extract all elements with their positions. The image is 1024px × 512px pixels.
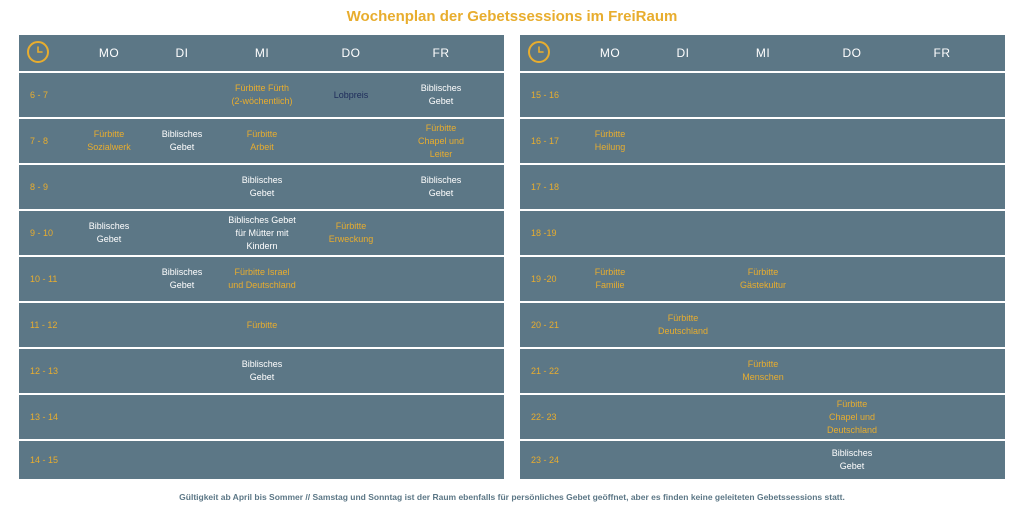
day-header-fr: FR [432,46,450,60]
day-header-di: DI [175,46,189,60]
time-slot-row: 20 - 21 Fürbitte Deutschland [520,303,1005,349]
session-entry: Fürbitte Deutschland [657,313,709,336]
time-slot-row: 10 - 11 Biblisches Gebet Fürbitte Israel u… [19,257,504,303]
day-header-fr: FR [933,46,951,60]
day-header-do: DO [341,46,361,60]
time-label: 17 - 18 [531,182,560,192]
session-entry: Biblisches Gebet [831,448,873,471]
day-header-mo: MO [599,46,621,60]
session-entry: Fürbitte Erweckung [328,221,374,244]
time-label: 13 - 14 [30,412,59,422]
day-header-mo: MO [98,46,120,60]
time-label: 11 - 12 [30,320,58,330]
time-slot-row: 17 - 18 [520,165,1005,211]
clock-icon [528,41,550,63]
time-slot-row: 16 - 17 Fürbitte Heilung [520,119,1005,165]
session-entry: Fürbitte Familie [594,267,626,290]
day-header-do: DO [842,46,862,60]
session-entry: Fürbitte [246,319,278,330]
session-entry: Biblisches Gebet [241,359,283,382]
time-slot-row: 15 - 16 [520,73,1005,119]
session-entry: Fürbitte Fürth (2-wöchentlich) [231,83,293,106]
time-label: 8 - 9 [30,182,49,192]
time-slot-row: 6 - 7 Fürbitte Fürth (2-wöchentlich) Lobpr… [19,73,504,119]
time-label: 15 - 16 [531,90,560,100]
time-slot-row: 12 - 13 Biblisches Gebet [19,349,504,395]
time-label: 19 -20 [531,274,557,284]
time-label: 22- 23 [531,412,557,422]
session-entry: Lobpreis [333,89,369,100]
time-label: 14 - 15 [30,455,59,465]
time-label: 16 - 17 [531,136,560,146]
schedule-left: MO DI MI DO FR 6 - 7 Fürbitte Fürth (2-wöchent… [19,35,504,481]
time-label: 12 - 13 [30,366,59,376]
session-entry: Fürbitte Heilung [594,129,626,152]
day-header-mi: MI [254,46,270,60]
session-entry: Biblisches Gebet [241,175,283,198]
time-label: 18 -19 [531,228,557,238]
time-label: 21 - 22 [531,366,560,376]
time-slot-row: 13 - 14 [19,395,504,441]
session-entry: Fürbitte Arbeit [246,129,278,152]
time-label: 7 - 8 [30,136,49,146]
session-entry: Biblisches Gebet [161,267,203,290]
time-label: 23 - 24 [531,455,560,465]
schedule-right: MO DI MI DO FR 15 - 16 16 - 17 Fürbitte Heilung… [520,35,1005,481]
session-entry: Fürbitte Menschen [742,359,784,382]
time-slot-row: 22- 23 Fürbitte Chapel und Deutschland [520,395,1005,441]
clock-icon [27,41,49,63]
header-row: MO DI MI DO FR [520,35,1005,73]
session-entry: Biblisches Gebet [420,175,462,198]
time-slot-row: 7 - 8 Fürbitte Sozialwerk Biblisches Gebet… [19,119,504,165]
page-title: Wochenplan der Gebetssessions im FreiRau… [346,8,678,25]
day-header-mi: MI [755,46,771,60]
session-entry: Biblisches Gebet [420,83,462,106]
time-slot-row: 9 - 10 Biblisches Gebet Biblisches Gebet f… [19,211,504,257]
time-slot-row: 14 - 15 [19,441,504,481]
session-entry: Fürbitte Israel und Deutschland [228,267,296,290]
time-label: 10 - 11 [30,274,58,284]
header-row: MO DI MI DO FR [19,35,504,73]
session-entry: Biblisches Gebet [88,221,130,244]
session-entry: Fürbitte Gästekultur [739,267,787,290]
session-entry: Fürbitte Sozialwerk [87,129,131,152]
time-slot-row: 21 - 22 Fürbitte Menschen [520,349,1005,395]
time-slot-row: 8 - 9 Biblisches Gebet Biblisches Gebet [19,165,504,211]
session-entry: Biblisches Gebet [161,129,203,152]
time-slot-row: 11 - 12 Fürbitte [19,303,504,349]
footnote: Gültigkeit ab April bis Sommer // Samsta… [179,492,845,502]
time-slot-row: 18 -19 [520,211,1005,257]
time-slot-row: 19 -20 Fürbitte Familie Fürbitte Gästekult… [520,257,1005,303]
session-entry: Fürbitte Chapel und Leiter [417,122,465,159]
session-entry: Biblisches Gebet für Mütter mit Kindern [228,214,296,251]
day-header-di: DI [676,46,690,60]
time-slot-row: 23 - 24 Biblisches Gebet [520,441,1005,481]
time-label: 20 - 21 [531,320,560,330]
time-label: 9 - 10 [30,228,54,238]
session-entry: Fürbitte Chapel und Deutschland [826,398,878,435]
time-label: 6 - 7 [30,90,49,100]
